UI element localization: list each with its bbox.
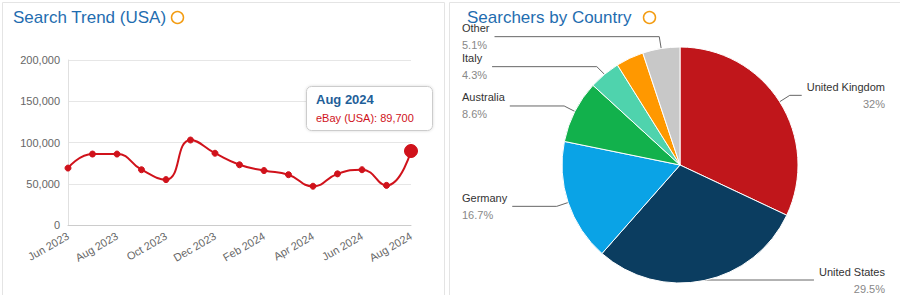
svg-text:Germany: Germany [462, 192, 508, 204]
svg-text:Search Trend (USA): Search Trend (USA) [13, 8, 166, 27]
svg-text:150,000: 150,000 [20, 95, 60, 107]
svg-text:0: 0 [54, 219, 60, 231]
svg-text:Searchers by Country: Searchers by Country [467, 8, 632, 27]
svg-text:16.7%: 16.7% [462, 209, 493, 221]
svg-text:Oct 2023: Oct 2023 [124, 230, 169, 263]
svg-text:United States: United States [819, 266, 886, 278]
svg-text:Other: Other [462, 22, 490, 35]
svg-text:4.3%: 4.3% [462, 69, 487, 81]
svg-text:Jun 2024: Jun 2024 [320, 230, 365, 263]
svg-text:200,000: 200,000 [20, 54, 60, 66]
svg-text:Australia: Australia [462, 91, 506, 103]
svg-text:100,000: 100,000 [20, 137, 60, 149]
svg-text:Dec 2023: Dec 2023 [171, 230, 218, 264]
svg-text:5.1%: 5.1% [462, 39, 487, 51]
svg-text:50,000: 50,000 [26, 178, 60, 190]
svg-text:Feb 2024: Feb 2024 [221, 230, 267, 264]
svg-text:Aug 2024: Aug 2024 [316, 92, 375, 107]
svg-text:United Kingdom: United Kingdom [807, 81, 885, 93]
svg-text:Apr 2024: Apr 2024 [271, 230, 316, 263]
svg-text:Aug 2024: Aug 2024 [367, 230, 414, 264]
svg-text:Aug 2023: Aug 2023 [73, 230, 120, 264]
svg-text:eBay (USA): 89,700: eBay (USA): 89,700 [316, 112, 414, 124]
svg-text:Italy: Italy [462, 52, 483, 64]
svg-text:29.5%: 29.5% [854, 283, 885, 295]
svg-text:32%: 32% [863, 98, 885, 110]
svg-text:Jun 2023: Jun 2023 [26, 230, 71, 263]
svg-text:8.6%: 8.6% [462, 108, 487, 120]
